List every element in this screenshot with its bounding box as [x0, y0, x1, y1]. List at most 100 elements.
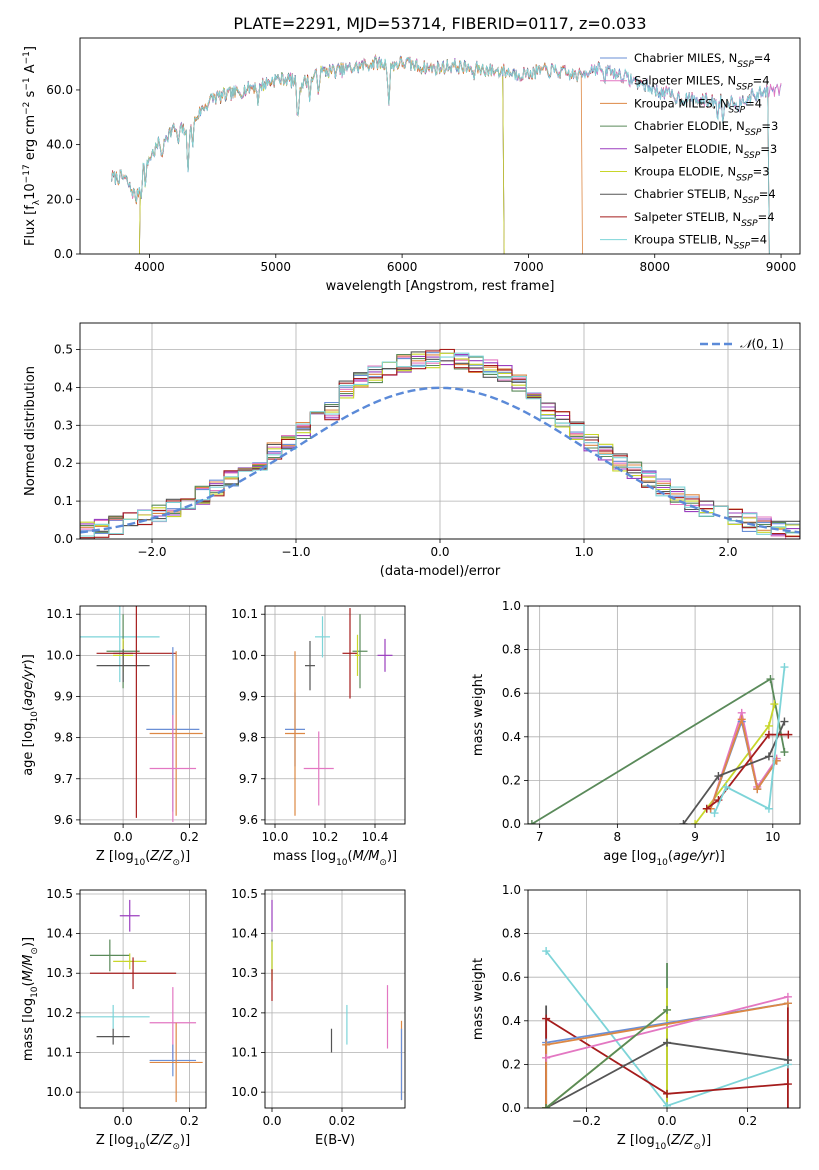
mass-vs-ebv-panel: 0.0 0.02 10.0 10.1 10.2 10.3 10.4 10.5 E(B-V)	[231, 887, 406, 1148]
x-tick-label: −1.0	[281, 545, 310, 559]
y-tick-label: 0.6	[502, 970, 521, 984]
mass-weight-line	[709, 716, 778, 809]
legend-entry: Salpeter MILES, NSSP=4	[634, 74, 770, 93]
legend-entry: Chabrier MILES, NSSP=4	[634, 51, 771, 70]
x-axis-label: mass [log10(M/M⊙)]	[273, 849, 397, 868]
y-tick-label: 0.1	[54, 494, 73, 508]
x-tick-label: 0.2	[738, 1114, 757, 1128]
x-tick-label: 8	[614, 830, 622, 844]
data-point-marker	[764, 804, 773, 813]
y-tick-label: 10.3	[46, 966, 73, 980]
mass-weight-line	[713, 666, 786, 814]
mass-weight-vs-metallicity-panel: −0.2 0.0 0.2 0.0 0.2 0.4 0.6 0.8 1.0 Z [log10(Z/Z…	[471, 883, 801, 1152]
data-point-marker	[783, 992, 792, 1001]
x-tick-label: 7000	[513, 260, 544, 274]
x-tick-label: 0.2	[180, 1114, 199, 1128]
spectrum-line-series	[139, 56, 505, 254]
x-tick-label: 10.2	[312, 830, 339, 844]
data-point-marker	[691, 820, 700, 824]
data-point-marker	[714, 772, 723, 781]
plot-area	[271, 899, 403, 1101]
y-tick-label: 0.4	[502, 1014, 521, 1028]
y-axis-label: mass weight	[471, 674, 486, 756]
legend-entry: Salpeter STELIB, NSSP=4	[634, 210, 775, 229]
x-tick-label: −0.2	[572, 1114, 601, 1128]
y-tick-label: 0.2	[502, 773, 521, 787]
x-tick-label: 6000	[387, 260, 418, 274]
y-tick-label: 0.8	[502, 643, 521, 657]
axes-frame	[79, 889, 207, 1109]
y-tick-label: 10.5	[46, 887, 73, 901]
y-tick-label: 0.3	[54, 418, 73, 432]
y-axis-label: mass [log10(M/M⊙)]	[21, 937, 40, 1061]
x-axis-label: (data-model)/error	[380, 564, 501, 579]
data-point-marker	[542, 1040, 551, 1049]
x-tick-label: 0.0	[114, 1114, 133, 1128]
data-point-marker	[783, 1056, 792, 1065]
axes-frame	[527, 605, 801, 825]
x-tick-label: 10.4	[362, 830, 389, 844]
y-tick-label: 10.1	[46, 1046, 73, 1060]
data-point-marker	[542, 1104, 551, 1108]
x-tick-label: 0.02	[329, 1114, 356, 1128]
age-vs-metallicity-panel: 0.0 0.2 9.6 9.7 9.8 9.9 10.0 10.1 Z [log10(Z/Z⊙)…	[21, 605, 207, 868]
y-tick-label: 1.0	[502, 599, 521, 613]
data-point-marker	[710, 809, 719, 818]
x-axis-label: Z [log10(Z/Z⊙)]	[617, 1133, 711, 1152]
y-tick-label: 9.6	[54, 813, 73, 827]
residual-histogram-panel: −2.0 −1.0 0.0 1.0 2.0 0.0 0.1 0.2 0.3 0.4 0.5 (data…	[23, 322, 801, 579]
y-tick-label: 0.4	[502, 730, 521, 744]
age-vs-mass-panel: 10.0 10.2 10.4 9.6 9.7 9.8 9.9 10.0 10.1 mass [lo…	[231, 605, 406, 868]
y-tick-label: 9.9	[239, 689, 258, 703]
x-tick-label: 10	[765, 830, 780, 844]
data-point-marker	[702, 804, 711, 813]
spectrum-line-series	[139, 56, 505, 254]
plot-area	[285, 608, 393, 816]
plot-area	[528, 663, 793, 824]
y-tick-label: 1.0	[502, 883, 521, 897]
mass-weight-line	[545, 1009, 668, 1108]
y-tick-label: 0.2	[54, 456, 73, 470]
x-tick-label: 1.0	[574, 545, 593, 559]
x-tick-label: 4000	[134, 260, 165, 274]
y-tick-label: 0.0	[54, 532, 73, 546]
data-point-marker	[663, 1005, 672, 1014]
axes-frame	[79, 605, 207, 825]
x-axis-label: E(B-V)	[315, 1133, 355, 1148]
axes-frame	[264, 605, 406, 825]
x-tick-label: 0.0	[657, 1114, 676, 1128]
x-axis-label: wavelength [Angstrom, rest frame]	[326, 279, 555, 294]
x-axis-label: Z [log10(Z/Z⊙)]	[96, 1133, 190, 1152]
data-point-marker	[542, 1053, 551, 1062]
y-axis-label: mass weight	[471, 958, 486, 1040]
data-point-marker	[663, 1089, 672, 1098]
x-tick-label: 10.0	[262, 830, 289, 844]
x-tick-label: 2.0	[718, 545, 737, 559]
data-point-marker	[528, 820, 536, 824]
x-axis-label: Z [log10(Z/Z⊙)]	[96, 849, 190, 868]
data-point-marker	[737, 715, 746, 724]
legend-entry: Chabrier STELIB, NSSP=4	[634, 187, 776, 206]
x-tick-label: −2.0	[137, 545, 166, 559]
x-tick-label: 0.0	[262, 1114, 281, 1128]
y-tick-label: 10.3	[231, 966, 258, 980]
data-point-marker	[780, 748, 789, 757]
y-axis-label: age [log10(age/yr)]	[21, 654, 40, 776]
data-point-marker	[766, 675, 775, 684]
mass-weight-line	[545, 1002, 789, 1046]
y-tick-label: 10.1	[231, 1046, 258, 1060]
data-point-marker	[783, 1080, 792, 1089]
y-tick-label: 10.0	[46, 1085, 73, 1099]
mass-weight-line	[709, 709, 778, 809]
y-axis-label: Flux [fλ10−17 erg cm−2 s−1 A−1]	[22, 46, 42, 246]
x-tick-label: 0.0	[114, 830, 133, 844]
spectrum-line-series	[139, 53, 505, 254]
mass-weight-line	[706, 733, 789, 810]
data-point-marker	[722, 782, 731, 791]
x-tick-label: 7	[536, 830, 544, 844]
axes-frame	[527, 889, 801, 1109]
y-axis-label: Normed distribution	[23, 366, 38, 496]
y-tick-label: 0.4	[54, 380, 73, 394]
y-tick-label: 10.0	[46, 648, 73, 662]
x-tick-label: 5000	[261, 260, 292, 274]
